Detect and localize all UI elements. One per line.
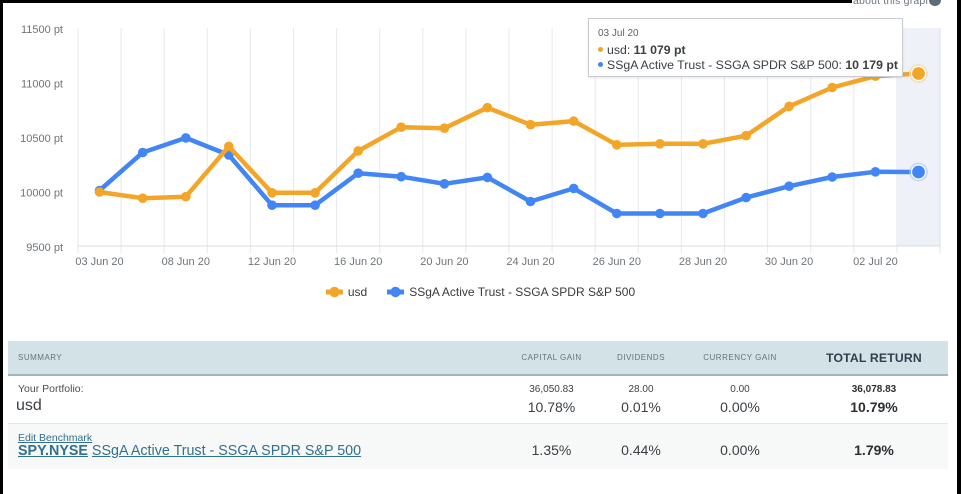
svg-text:12 Jun 20: 12 Jun 20 (248, 256, 296, 268)
svg-text:11500 pt: 11500 pt (21, 24, 63, 36)
svg-text:20 Jun 20: 20 Jun 20 (420, 256, 468, 268)
svg-text:24 Jun 20: 24 Jun 20 (506, 256, 554, 268)
svg-text:08 Jun 20: 08 Jun 20 (162, 256, 210, 268)
svg-text:26 Jun 20: 26 Jun 20 (593, 256, 641, 268)
svg-text:11000 pt: 11000 pt (21, 79, 63, 91)
svg-text:10000 pt: 10000 pt (20, 188, 63, 200)
svg-text:9500 pt: 9500 pt (26, 242, 63, 254)
svg-text:02 Jul 20: 02 Jul 20 (853, 256, 898, 268)
svg-text:10500 pt: 10500 pt (20, 133, 63, 145)
svg-text:16 Jun 20: 16 Jun 20 (334, 256, 382, 268)
svg-text:28 Jun 20: 28 Jun 20 (679, 256, 727, 268)
svg-text:30 Jun 20: 30 Jun 20 (765, 256, 813, 268)
svg-text:03 Jun 20: 03 Jun 20 (75, 256, 123, 268)
